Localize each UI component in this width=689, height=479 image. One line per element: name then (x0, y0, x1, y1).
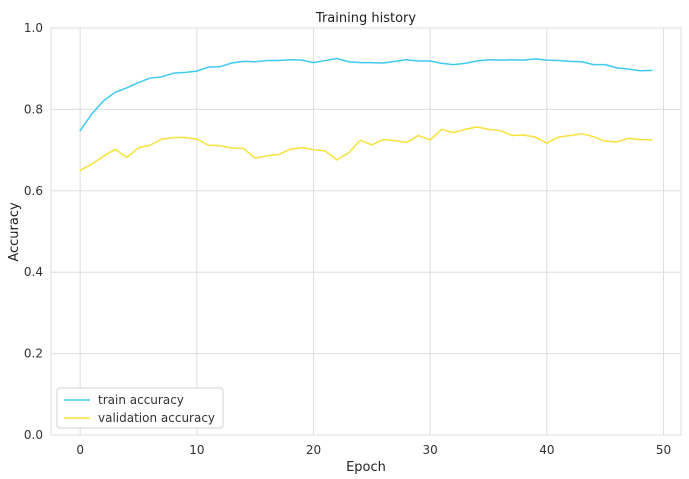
x-axis-label: Epoch (346, 460, 386, 475)
y-tick-label: 1.0 (24, 21, 43, 35)
y-tick-label: 0.2 (24, 347, 43, 361)
x-tick-label: 0 (76, 443, 84, 457)
grid-lines (51, 27, 681, 436)
plot-area (50, 27, 682, 436)
x-tick-label: 30 (423, 443, 438, 457)
y-tick-label: 0.8 (24, 102, 43, 116)
x-tick-label: 50 (656, 443, 671, 457)
series-line-validation-accuracy (79, 126, 653, 172)
x-tick-label: 40 (539, 443, 554, 457)
x-tick-label: 20 (306, 443, 321, 457)
tick-labels: 0 10 20 30 40 50 0.0 0.2 0.4 0.6 0.8 1.0 (24, 21, 671, 457)
legend-label-validation-accuracy: validation accuracy (98, 411, 215, 425)
y-tick-label: 0.6 (24, 184, 43, 198)
chart-title: Training history (315, 11, 416, 26)
y-tick-label: 0.4 (24, 265, 43, 279)
y-axis-label: Accuracy (7, 202, 22, 262)
series-line-train-accuracy (79, 57, 653, 132)
legend-box (56, 387, 224, 429)
series-layer (79, 57, 653, 172)
legend-label-train-accuracy: train accuracy (98, 393, 184, 407)
y-tick-label: 0.0 (24, 428, 43, 442)
x-tick-label: 10 (189, 443, 204, 457)
legend: train accuracy validation accuracy (56, 387, 224, 429)
